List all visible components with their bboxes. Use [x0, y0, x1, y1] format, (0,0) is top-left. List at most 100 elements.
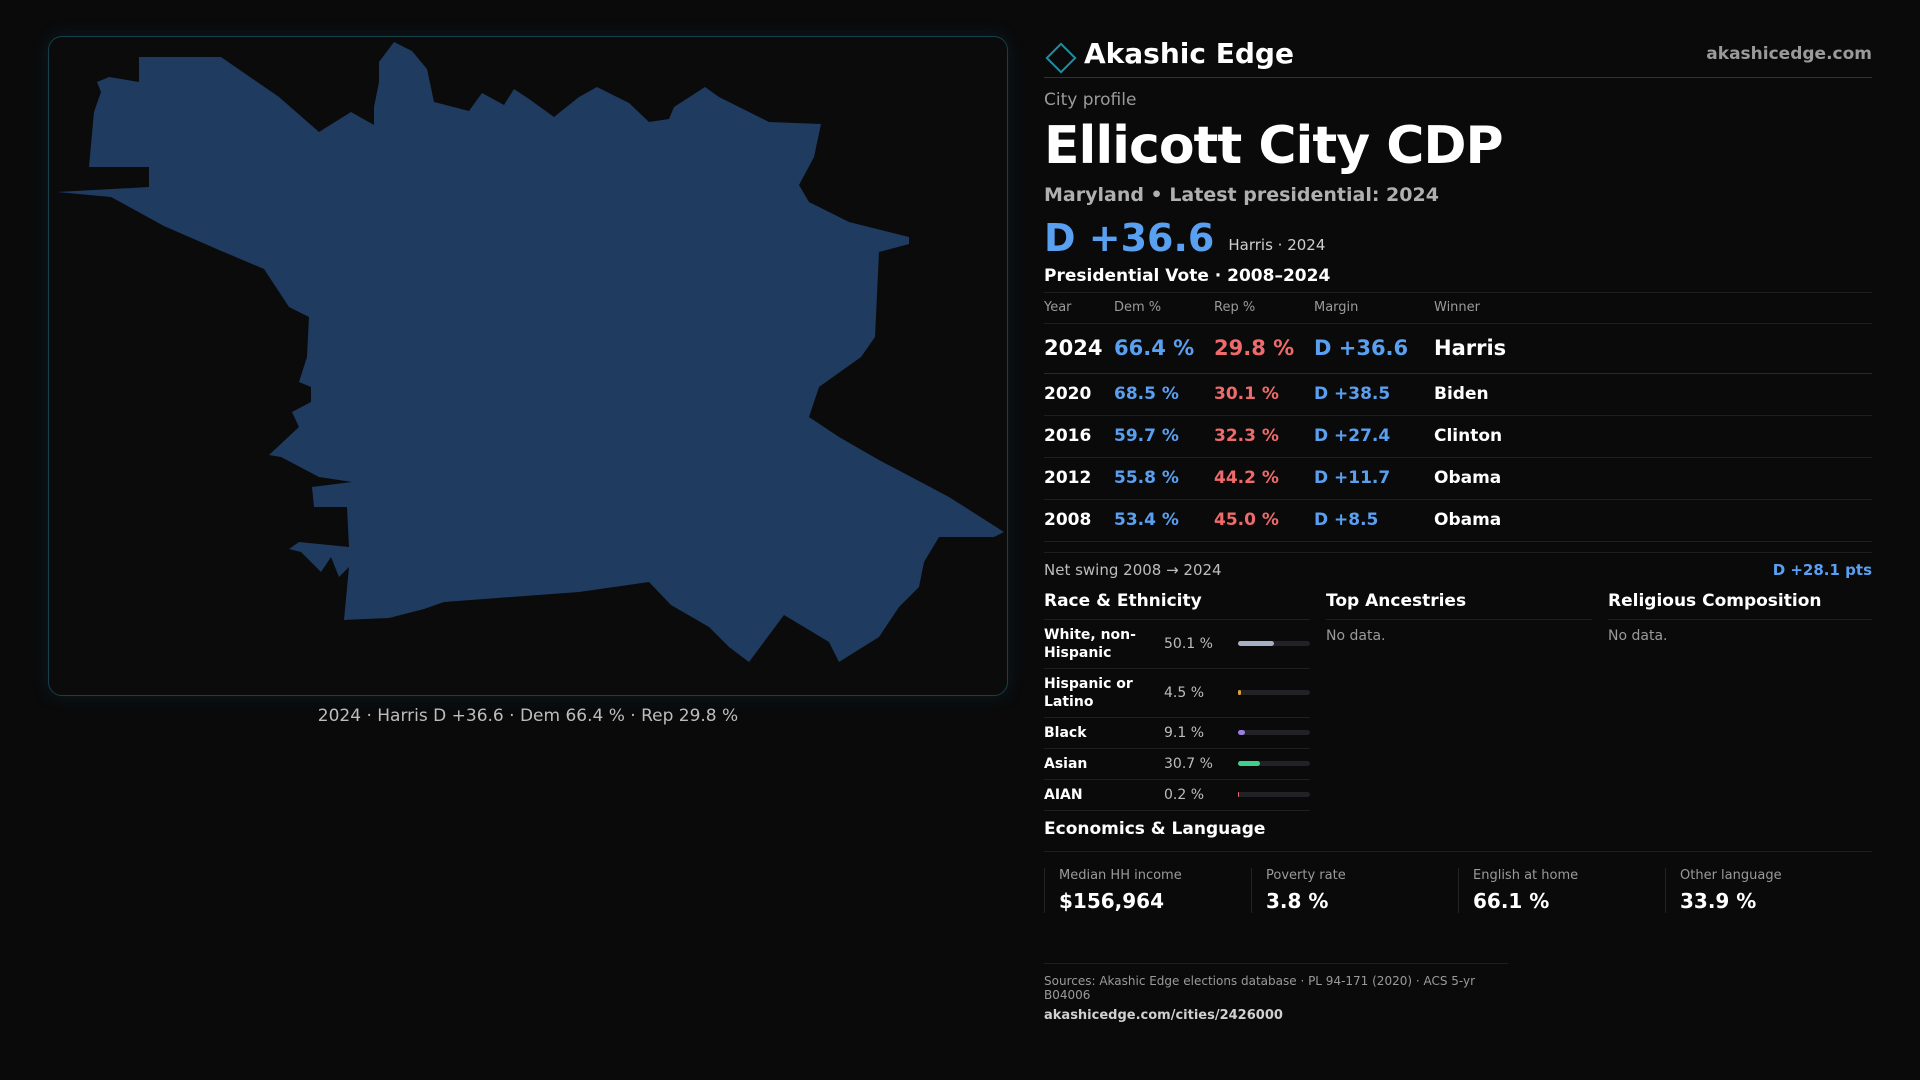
- cell-rep: 44.2 %: [1214, 457, 1314, 500]
- city-boundary-shape[interactable]: [57, 42, 1004, 662]
- net-swing-value: D +28.1 pts: [1772, 560, 1872, 579]
- race-pct: 4.5 %: [1164, 684, 1205, 701]
- cell-margin: D +27.4: [1314, 415, 1434, 458]
- race-bar-fill: [1238, 792, 1240, 797]
- cell-margin: D +36.6: [1314, 323, 1434, 374]
- race-bar-fill: [1238, 690, 1242, 695]
- race-row: Asian 30.7 %: [1044, 749, 1310, 780]
- econ-value: 66.1 %: [1473, 888, 1550, 913]
- ancestries-panel: Top Ancestries No data.: [1326, 591, 1592, 811]
- map-panel: [48, 36, 1008, 696]
- cell-margin: D +8.5: [1314, 499, 1434, 542]
- cell-dem: 53.4 %: [1114, 499, 1214, 542]
- cell-rep: 45.0 %: [1214, 499, 1314, 542]
- cell-margin: D +11.7: [1314, 457, 1434, 500]
- econ-value: 33.9 %: [1680, 888, 1757, 913]
- ancestries-title: Top Ancestries: [1326, 591, 1592, 620]
- econ-label: Other language: [1680, 867, 1782, 883]
- table-row: 2024 66.4 % 29.8 % D +36.6 Harris: [1044, 323, 1872, 374]
- map-caption: 2024 · Harris D +36.6 · Dem 66.4 % · Rep…: [317, 706, 739, 726]
- race-bar: [1238, 690, 1310, 695]
- city-boundary-map: [57, 42, 1004, 662]
- race-bar: [1238, 730, 1310, 735]
- race-pct: 9.1 %: [1164, 724, 1205, 741]
- table-row: 2016 59.7 % 32.3 % D +27.4 Clinton: [1044, 415, 1872, 458]
- cell-margin: D +38.5: [1314, 373, 1434, 416]
- econ-label: English at home: [1473, 867, 1579, 883]
- brand-header: Akashic Edge akashicedge.com: [1044, 30, 1872, 78]
- economics-grid: Median HH income $156,964 Poverty rate 3…: [1044, 867, 1872, 913]
- margin-value: D +36.6: [1044, 216, 1215, 260]
- race-row: Black 9.1 %: [1044, 718, 1310, 749]
- religion-empty: No data.: [1608, 627, 1668, 644]
- religion-title: Religious Composition: [1608, 591, 1872, 620]
- sources-text: Sources: Akashic Edge elections database…: [1044, 973, 1476, 1002]
- race-ethnicity-panel: Race & Ethnicity White, non-Hispanic 50.…: [1044, 591, 1310, 811]
- table-row: 2012 55.8 % 44.2 % D +11.7 Obama: [1044, 457, 1872, 500]
- demographics-section: Race & Ethnicity White, non-Hispanic 50.…: [1044, 591, 1872, 811]
- econ-cell-english: English at home 66.1 %: [1458, 867, 1665, 913]
- cell-year: 2024: [1044, 323, 1114, 374]
- ancestries-empty: No data.: [1326, 627, 1386, 644]
- econ-label: Median HH income: [1059, 867, 1182, 883]
- cell-rep: 32.3 %: [1214, 415, 1314, 458]
- race-row: Hispanic or Latino 4.5 %: [1044, 669, 1310, 718]
- cell-winner: Clinton: [1434, 415, 1872, 458]
- page-title: Ellicott City CDP: [1044, 116, 1504, 176]
- cell-dem: 66.4 %: [1114, 323, 1214, 374]
- net-swing-label: Net swing 2008 → 2024: [1044, 560, 1222, 579]
- col-header-margin: Margin: [1314, 293, 1434, 324]
- col-header-dem: Dem %: [1114, 293, 1214, 324]
- econ-value: $156,964: [1059, 888, 1165, 913]
- cell-year: 2020: [1044, 373, 1114, 416]
- cell-year: 2012: [1044, 457, 1114, 500]
- cell-winner: Obama: [1434, 457, 1872, 500]
- sources-url[interactable]: akashicedge.com/cities/2426000: [1044, 1007, 1283, 1023]
- race-bar: [1238, 792, 1310, 797]
- race-label: AIAN: [1044, 786, 1083, 803]
- race-label: White, non-Hispanic: [1044, 626, 1136, 661]
- race-ethnicity-title: Race & Ethnicity: [1044, 591, 1310, 620]
- col-header-rep: Rep %: [1214, 293, 1314, 324]
- econ-value: 3.8 %: [1266, 888, 1329, 913]
- religion-panel: Religious Composition No data.: [1608, 591, 1872, 811]
- econ-cell-poverty: Poverty rate 3.8 %: [1251, 867, 1458, 913]
- cell-winner: Harris: [1434, 323, 1872, 374]
- race-row: AIAN 0.2 %: [1044, 780, 1310, 811]
- cell-dem: 59.7 %: [1114, 415, 1214, 458]
- econ-cell-other-language: Other language 33.9 %: [1665, 867, 1872, 913]
- page-subtitle: Maryland • Latest presidential: 2024: [1044, 184, 1439, 206]
- race-pct: 30.7 %: [1164, 755, 1213, 772]
- race-label: Black: [1044, 724, 1087, 741]
- brand-name[interactable]: Akashic Edge: [1084, 37, 1294, 70]
- race-bar-fill: [1238, 761, 1261, 766]
- race-label: Asian: [1044, 755, 1088, 772]
- race-bar: [1238, 761, 1310, 766]
- econ-cell-income: Median HH income $156,964: [1044, 867, 1251, 913]
- page-kicker: City profile: [1044, 90, 1137, 110]
- table-row: 2008 53.4 % 45.0 % D +8.5 Obama: [1044, 499, 1872, 542]
- race-bar-fill: [1238, 641, 1275, 646]
- cell-rep: 29.8 %: [1214, 323, 1314, 374]
- margin-note: Harris · 2024: [1228, 236, 1326, 254]
- brand-url[interactable]: akashicedge.com: [1706, 43, 1872, 64]
- cell-winner: Biden: [1434, 373, 1872, 416]
- col-header-winner: Winner: [1434, 293, 1872, 324]
- table-header-row: Year Dem % Rep % Margin Winner: [1044, 293, 1872, 324]
- cell-winner: Obama: [1434, 499, 1872, 542]
- sources-footer: Sources: Akashic Edge elections database…: [1044, 962, 1508, 1023]
- economics-title: Economics & Language: [1044, 819, 1872, 852]
- cell-year: 2008: [1044, 499, 1114, 542]
- net-swing-row: Net swing 2008 → 2024 D +28.1 pts: [1044, 551, 1872, 579]
- diamond-logo-icon: [1045, 41, 1077, 74]
- race-pct: 50.1 %: [1164, 635, 1213, 652]
- profile-panel: Akashic Edge akashicedge.com City profil…: [1044, 30, 1872, 1023]
- race-bar: [1238, 641, 1310, 646]
- race-pct: 0.2 %: [1164, 786, 1205, 803]
- race-bar-fill: [1238, 730, 1245, 735]
- cell-dem: 68.5 %: [1114, 373, 1214, 416]
- cell-year: 2016: [1044, 415, 1114, 458]
- econ-label: Poverty rate: [1266, 867, 1346, 883]
- race-label: Hispanic or Latino: [1044, 675, 1133, 710]
- race-row: White, non-Hispanic 50.1 %: [1044, 620, 1310, 669]
